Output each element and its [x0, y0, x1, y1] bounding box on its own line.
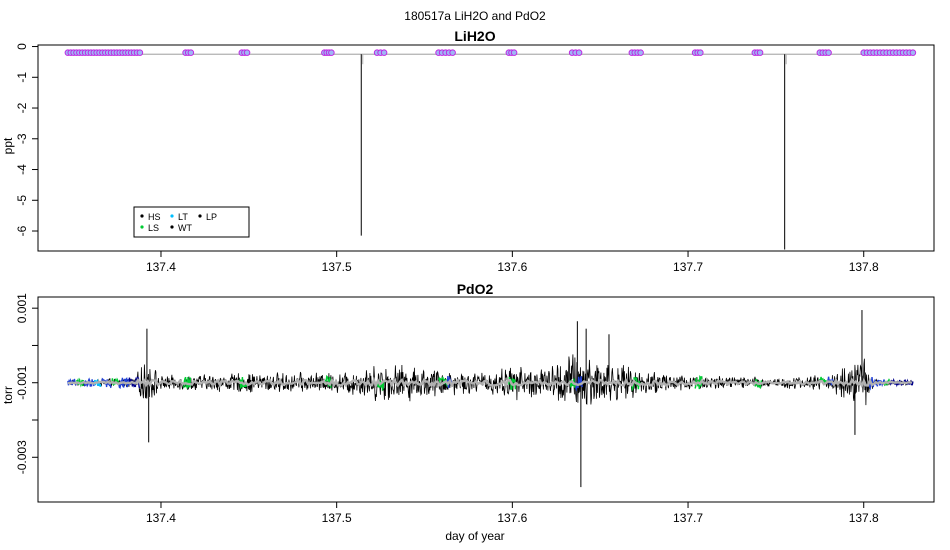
- pdo2-panel: PdO2 torr 137.4 137.5 137.6 137.7 137.8 0.001…: [1, 281, 935, 525]
- lih2o-plot-area: [64, 49, 917, 250]
- pdo2-title: PdO2: [457, 281, 494, 297]
- legend-box: [133, 206, 250, 238]
- x-tick-label: 137.5: [322, 511, 352, 525]
- lih2o-point: [136, 49, 144, 56]
- pdo2-mean-line: [67, 376, 913, 389]
- legend-label: LT: [178, 212, 188, 222]
- pdo2-colored-segment: [376, 380, 385, 392]
- lih2o-point: [328, 49, 335, 56]
- y-tick-label: -0.003: [15, 440, 29, 474]
- lih2o-point: [510, 49, 518, 56]
- x-tick-label: 137.4: [146, 511, 176, 525]
- x-tick-label: 137.5: [322, 260, 352, 274]
- legend-swatch: [170, 214, 174, 218]
- pdo2-colored-segment: [118, 376, 130, 389]
- lih2o-legend: HS LT LP LS WT: [133, 206, 250, 238]
- y-tick-label: 0: [15, 43, 29, 50]
- x-tick-label: 137.7: [673, 511, 703, 525]
- pdo2-ylabel: torr: [1, 386, 15, 404]
- pdo2-colored-segment: [76, 377, 84, 388]
- lih2o-point: [243, 49, 251, 56]
- x-tick-label: 137.8: [849, 260, 879, 274]
- lih2o-point: [380, 49, 388, 56]
- pdo2-colored-segment: [239, 377, 248, 389]
- lih2o-axis-ticks: 137.4 137.5 137.6 137.7 137.8 0 -1 -2 -3 -4 -5 -6: [15, 43, 879, 274]
- lih2o-point: [756, 49, 764, 56]
- pdo2-trace: [67, 354, 914, 406]
- y-tick-label: -1: [15, 72, 29, 83]
- pdo2-colored-segment: [323, 374, 332, 388]
- lih2o-point: [449, 49, 456, 56]
- legend-label: HS: [148, 212, 161, 222]
- lih2o-point: [697, 49, 704, 56]
- legend-label: LS: [148, 223, 159, 233]
- x-axis-label: day of year: [445, 529, 504, 543]
- x-tick-label: 137.8: [849, 511, 879, 525]
- lih2o-point: [575, 49, 583, 56]
- lih2o-point: [825, 49, 832, 56]
- y-tick-label: -4: [15, 164, 29, 175]
- y-tick-label: -2: [15, 102, 29, 113]
- x-tick-label: 137.7: [673, 260, 703, 274]
- legend-swatch: [170, 225, 174, 229]
- legend-label: LP: [206, 212, 217, 222]
- x-tick-label: 137.6: [497, 260, 527, 274]
- legend-label: WT: [178, 223, 192, 233]
- lih2o-plot-frame: [37, 44, 935, 252]
- lih2o-point: [909, 49, 917, 56]
- legend-swatch: [140, 214, 144, 218]
- pdo2-plot-area: [67, 310, 914, 488]
- lih2o-panel: LiH2O ppt 137.4 137.5 137.6 137.7 137.8 0 -1 -2…: [1, 28, 935, 274]
- lih2o-point: [187, 49, 195, 56]
- legend-swatch: [140, 225, 144, 229]
- pdo2-colored-segment: [83, 377, 95, 388]
- y-tick-label: -5: [15, 195, 29, 206]
- pdo2-colored-segment: [128, 376, 141, 389]
- legend-swatch: [198, 214, 202, 218]
- y-tick-label: 0.001: [15, 293, 29, 323]
- x-tick-label: 137.4: [146, 260, 176, 274]
- lih2o-point: [637, 49, 644, 56]
- pdo2-colored-segment: [569, 377, 576, 388]
- x-tick-label: 137.6: [497, 511, 527, 525]
- pdo2-plot-frame: [37, 296, 935, 503]
- figure-title: 180517a LiH2O and PdO2: [404, 9, 546, 23]
- lih2o-ylabel: ppt: [1, 137, 15, 154]
- pdo2-axis-ticks: 137.4 137.5 137.6 137.7 137.8 0.001 -0.001 -0.0…: [15, 293, 879, 525]
- y-tick-label: -6: [15, 225, 29, 236]
- y-tick-label: -3: [15, 133, 29, 144]
- lih2o-title: LiH2O: [454, 28, 495, 44]
- y-tick-label: -0.001: [15, 365, 29, 399]
